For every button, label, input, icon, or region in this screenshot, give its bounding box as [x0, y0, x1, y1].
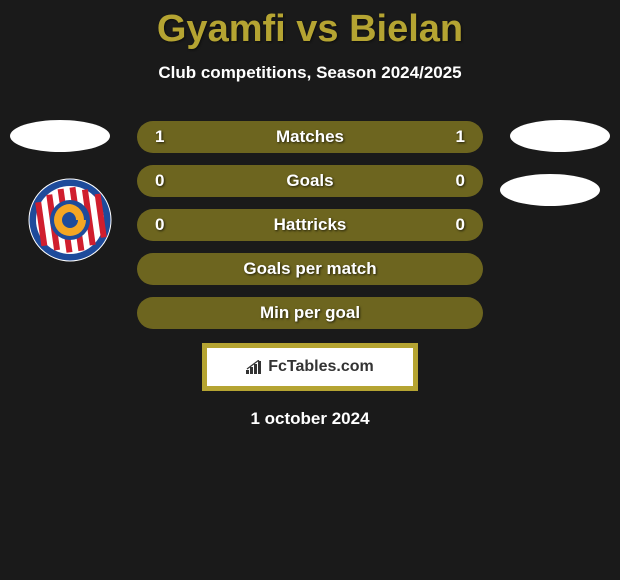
stat-label: Min per goal — [175, 303, 445, 323]
chart-icon — [246, 360, 264, 374]
player-left-avatar — [10, 120, 110, 152]
stat-left-value: 0 — [155, 171, 175, 191]
stat-row-matches: 1 Matches 1 — [137, 121, 483, 153]
stat-left-value: 1 — [155, 127, 175, 147]
stat-label: Goals — [175, 171, 445, 191]
stat-row-min-per-goal: Min per goal — [137, 297, 483, 329]
stat-right-value: 0 — [445, 215, 465, 235]
branding-box[interactable]: FcTables.com — [202, 343, 418, 391]
stat-left-value: 0 — [155, 215, 175, 235]
stat-label: Hattricks — [175, 215, 445, 235]
club-right-placeholder — [500, 174, 600, 206]
stat-row-goals: 0 Goals 0 — [137, 165, 483, 197]
stat-label: Matches — [175, 127, 445, 147]
stat-label: Goals per match — [175, 259, 445, 279]
club-badge-icon — [28, 178, 112, 262]
club-left-badge — [28, 178, 112, 262]
branding-content: FcTables.com — [246, 358, 374, 376]
page-title: Gyamfi vs Bielan — [0, 0, 620, 51]
date-text: 1 october 2024 — [0, 409, 620, 429]
stat-row-hattricks: 0 Hattricks 0 — [137, 209, 483, 241]
player-right-avatar — [510, 120, 610, 152]
branding-label: FcTables.com — [268, 358, 374, 376]
stat-right-value: 0 — [445, 171, 465, 191]
stat-right-value: 1 — [445, 127, 465, 147]
stat-row-goals-per-match: Goals per match — [137, 253, 483, 285]
season-subtitle: Club competitions, Season 2024/2025 — [0, 63, 620, 83]
